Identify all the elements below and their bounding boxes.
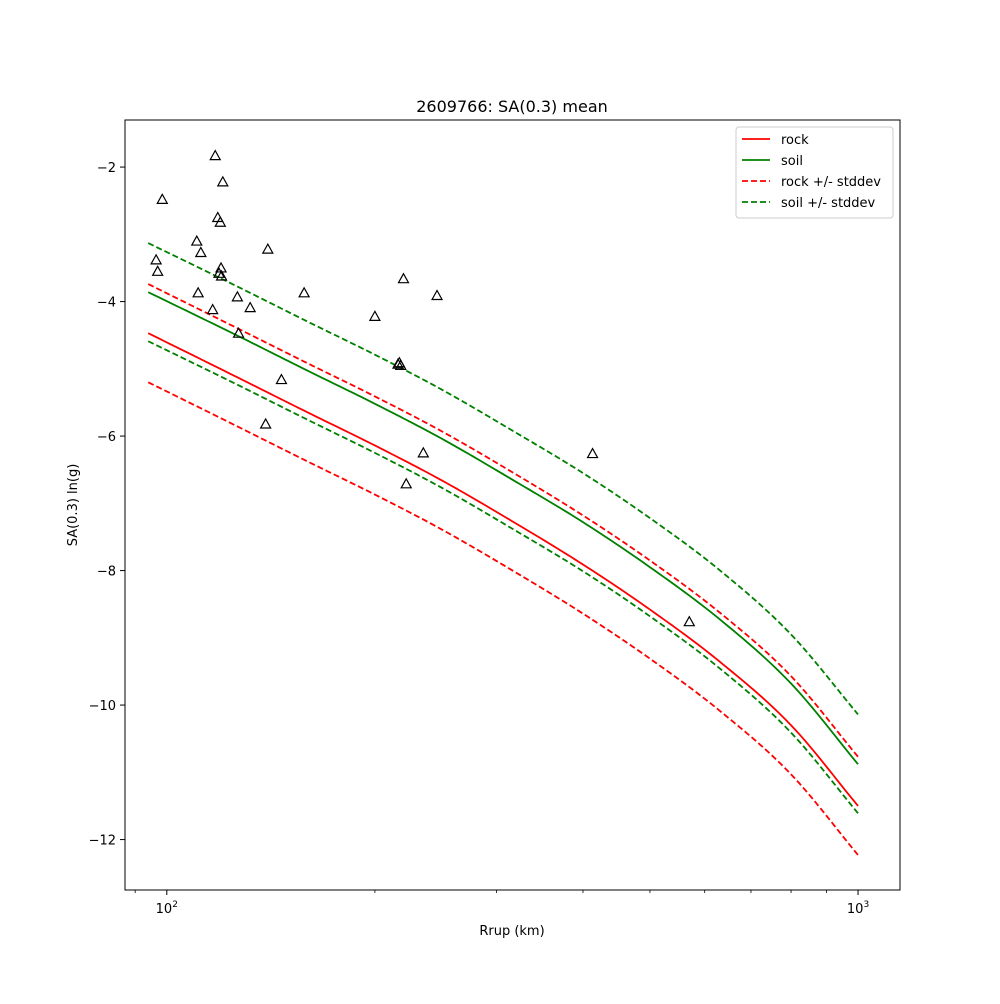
series-line-3 [147, 381, 859, 856]
observation-point [417, 446, 430, 458]
legend-box [735, 126, 894, 219]
plot-frame [124, 119, 901, 891]
observation-point [683, 615, 696, 627]
observation-point [156, 193, 169, 204]
observation-point [213, 267, 226, 278]
observation-point [261, 242, 274, 254]
x-tick-label: 102 [156, 900, 178, 917]
observation-point [150, 253, 163, 265]
legend-label: soil [781, 154, 803, 169]
series-line-2 [147, 283, 859, 758]
observation-point [231, 290, 244, 302]
chart-title: 2609766: SA(0.3) mean [416, 97, 608, 116]
observations-layer [150, 149, 696, 627]
x-axis-label: Rrup (km) [479, 924, 544, 939]
observation-point [194, 246, 207, 258]
observation-point [214, 215, 227, 227]
y-tick-label: −2 [97, 161, 116, 176]
observation-point [586, 447, 599, 459]
observation-point [275, 373, 288, 385]
y-tick-label: −8 [97, 565, 116, 580]
y-tick-label: −6 [97, 430, 116, 445]
legend-label: rock [781, 133, 809, 148]
y-axis-label: SA(0.3) ln(g) [66, 464, 81, 547]
series-line-1 [147, 291, 859, 765]
observation-point [400, 477, 413, 489]
observation-point [431, 289, 444, 301]
legend-label: rock +/- stddev [781, 175, 881, 190]
observation-point [190, 234, 203, 246]
observation-point [206, 303, 219, 315]
observation-point [216, 175, 229, 187]
observation-point [394, 359, 407, 371]
legend: rock soil rock +/- stddev soil +/- stddev [735, 126, 894, 219]
axes-layer: −2 −4 −6 −8 −10 −12 102 103 [89, 119, 901, 917]
y-tick-label: −10 [89, 699, 116, 714]
series-layer [147, 242, 859, 856]
y-tick-label: −12 [89, 834, 116, 849]
legend-label: soil +/- stddev [781, 196, 876, 211]
observation-point [192, 286, 205, 298]
observation-point [209, 149, 222, 161]
observation-point [397, 272, 410, 284]
y-tick-label: −4 [97, 296, 116, 311]
observation-point [215, 269, 228, 281]
observation-point [151, 265, 164, 276]
observation-point [259, 417, 272, 429]
observation-point [298, 286, 311, 298]
observation-point [232, 326, 245, 338]
series-line-0 [147, 332, 859, 807]
observation-point [244, 301, 257, 313]
observation-point [368, 310, 381, 321]
x-tick-label: 103 [847, 900, 869, 917]
